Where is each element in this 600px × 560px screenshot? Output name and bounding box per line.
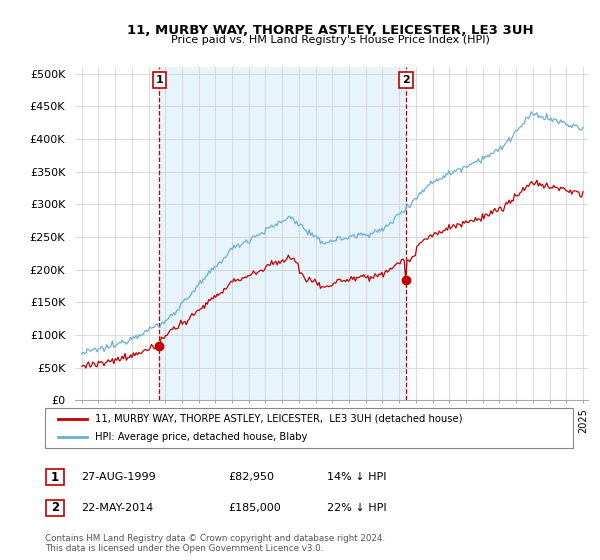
Text: 22% ↓ HPI: 22% ↓ HPI xyxy=(327,503,386,513)
Text: 1: 1 xyxy=(155,75,163,85)
Text: Price paid vs. HM Land Registry's House Price Index (HPI): Price paid vs. HM Land Registry's House … xyxy=(170,35,490,45)
FancyBboxPatch shape xyxy=(46,500,64,516)
Text: £82,950: £82,950 xyxy=(228,472,274,482)
Text: 2: 2 xyxy=(51,501,59,515)
Text: £185,000: £185,000 xyxy=(228,503,281,513)
Text: 27-AUG-1999: 27-AUG-1999 xyxy=(81,472,156,482)
FancyBboxPatch shape xyxy=(46,469,64,485)
FancyBboxPatch shape xyxy=(45,408,573,448)
Text: 14% ↓ HPI: 14% ↓ HPI xyxy=(327,472,386,482)
Text: 1: 1 xyxy=(51,470,59,484)
Text: Contains HM Land Registry data © Crown copyright and database right 2024.
This d: Contains HM Land Registry data © Crown c… xyxy=(45,534,385,553)
Text: 22-MAY-2014: 22-MAY-2014 xyxy=(81,503,153,513)
Text: HPI: Average price, detached house, Blaby: HPI: Average price, detached house, Blab… xyxy=(95,432,308,442)
Text: 11, MURBY WAY, THORPE ASTLEY, LEICESTER, LE3 3UH: 11, MURBY WAY, THORPE ASTLEY, LEICESTER,… xyxy=(127,24,533,37)
Bar xyxy=(160,67,406,400)
Text: 2: 2 xyxy=(402,75,410,85)
Text: 11, MURBY WAY, THORPE ASTLEY, LEICESTER,  LE3 3UH (detached house): 11, MURBY WAY, THORPE ASTLEY, LEICESTER,… xyxy=(95,414,463,423)
